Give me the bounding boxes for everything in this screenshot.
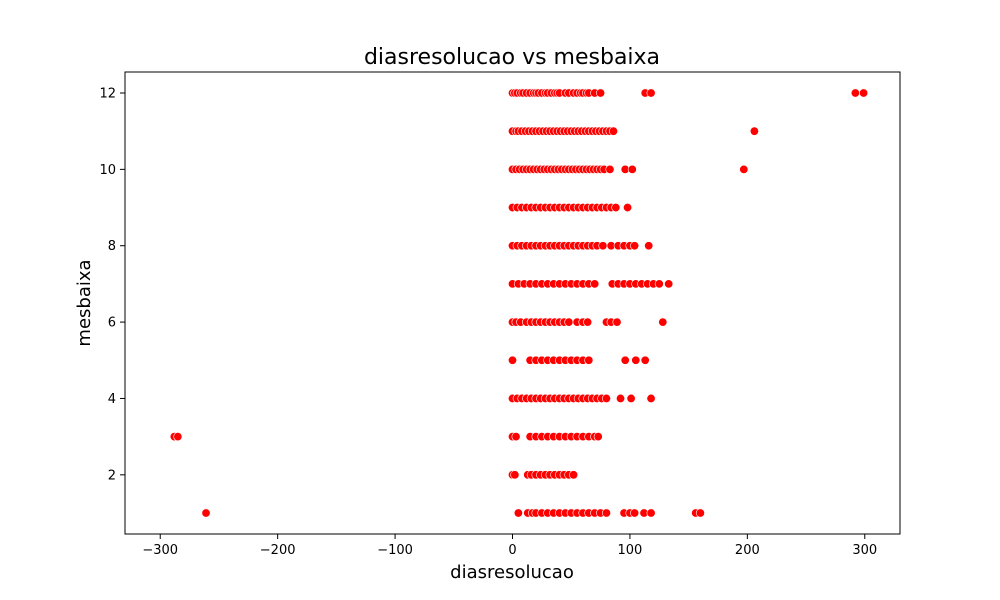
scatter-point xyxy=(201,508,211,518)
scatter-point xyxy=(664,279,674,289)
scatter-point xyxy=(507,355,517,365)
scatter-point xyxy=(511,432,521,442)
scatter-point xyxy=(596,88,606,98)
y-axis-ticks: 2 4 6 8 10 12 xyxy=(99,87,125,483)
scatter-point xyxy=(623,203,633,213)
scatter-point xyxy=(627,164,637,174)
x-tick-label: −300 xyxy=(142,543,178,558)
scatter-point xyxy=(640,355,650,365)
x-tick-label: −200 xyxy=(260,543,296,558)
y-tick-label: 6 xyxy=(108,316,116,331)
scatter-point xyxy=(612,317,622,327)
scatter-point xyxy=(173,432,183,442)
x-axis-label: diasresolucao xyxy=(450,562,574,583)
x-tick-label: 200 xyxy=(735,543,760,558)
scatter-point xyxy=(584,355,594,365)
scatter-point xyxy=(564,317,574,327)
x-tick-label: 0 xyxy=(508,543,516,558)
y-tick-label: 10 xyxy=(99,163,116,178)
x-tick-label: 100 xyxy=(618,543,643,558)
scatter-point xyxy=(583,317,593,327)
scatter-point xyxy=(601,393,611,403)
scatter-point xyxy=(608,126,618,136)
y-tick-label: 8 xyxy=(108,239,116,254)
chart-title: diasresolucao vs mesbaixa xyxy=(364,45,660,70)
scatter-point xyxy=(654,279,664,289)
plot-area-frame xyxy=(124,71,901,535)
x-axis-ticks: −300 −200 −100 0 100 200 300 xyxy=(142,534,877,558)
y-tick-label: 12 xyxy=(99,87,116,102)
scatter-point xyxy=(646,88,656,98)
y-tick-label: 2 xyxy=(108,468,116,483)
scatter-point xyxy=(605,164,615,174)
scatter-point xyxy=(593,432,603,442)
scatter-point xyxy=(739,164,749,174)
scatter-point xyxy=(513,508,523,518)
scatter-point xyxy=(631,355,641,365)
scatter-point xyxy=(611,203,621,213)
scatter-point xyxy=(644,241,654,251)
data-points xyxy=(169,88,869,518)
scatter-point xyxy=(646,508,656,518)
scatter-point xyxy=(859,88,869,98)
scatter-point xyxy=(695,508,705,518)
scatter-point xyxy=(569,470,579,480)
y-axis-label: mesbaixa xyxy=(74,259,95,346)
scatter-point xyxy=(626,393,636,403)
scatter-point xyxy=(510,470,520,480)
scatter-point xyxy=(601,508,611,518)
scatter-point xyxy=(646,393,656,403)
scatter-point xyxy=(590,279,600,289)
scatter-point xyxy=(658,317,668,327)
scatter-point xyxy=(749,126,759,136)
x-tick-label: 300 xyxy=(852,543,877,558)
scatter-point xyxy=(630,241,640,251)
scatter-point xyxy=(620,355,630,365)
scatter-point xyxy=(616,393,626,403)
scatter-point xyxy=(630,508,640,518)
x-tick-label: −100 xyxy=(377,543,413,558)
scatter-point xyxy=(850,88,860,98)
scatter-point xyxy=(598,241,608,251)
y-tick-label: 4 xyxy=(108,392,116,407)
